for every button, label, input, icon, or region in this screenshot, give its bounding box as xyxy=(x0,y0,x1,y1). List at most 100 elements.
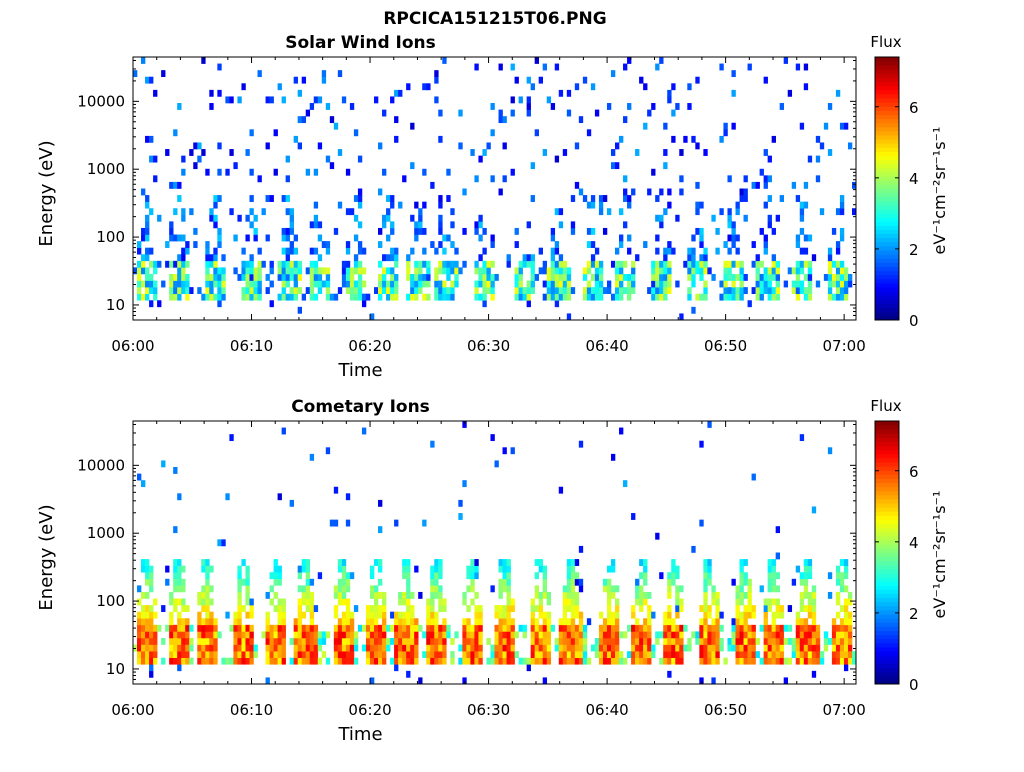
heatmap-cell xyxy=(341,96,347,104)
heatmap-cell xyxy=(277,611,282,619)
heatmap-cell xyxy=(305,591,311,599)
heatmap-cell xyxy=(169,273,174,281)
heatmap-cell xyxy=(843,644,849,652)
heatmap-cell xyxy=(699,293,704,301)
heatmap-cell xyxy=(161,637,166,645)
heatmap-cell xyxy=(775,552,780,560)
heatmap-cell xyxy=(241,273,246,281)
heatmap-cell xyxy=(197,287,202,295)
heatmap-cell xyxy=(386,293,391,301)
heatmap-cell xyxy=(703,267,708,275)
heatmap-cell xyxy=(703,618,708,626)
heatmap-cell xyxy=(530,254,535,262)
heatmap-cell xyxy=(137,260,142,268)
heatmap-cell xyxy=(414,287,419,295)
heatmap-cell xyxy=(574,631,580,639)
heatmap-cell xyxy=(442,598,447,606)
heatmap-cell xyxy=(799,578,805,586)
heatmap-cell xyxy=(530,598,535,606)
heatmap-cell xyxy=(145,624,150,632)
heatmap-cell xyxy=(181,273,186,281)
heatmap-cell xyxy=(843,598,849,606)
heatmap-cell xyxy=(719,208,724,216)
heatmap-cell xyxy=(325,631,331,639)
heatmap-cell xyxy=(590,227,596,235)
heatmap-cell xyxy=(317,234,323,242)
heatmap-cell xyxy=(743,559,748,566)
heatmap-cell xyxy=(273,565,278,573)
heatmap-cell xyxy=(394,637,399,645)
heatmap-cell xyxy=(209,293,214,301)
heatmap-cell xyxy=(165,149,170,156)
heatmap-cell xyxy=(699,644,704,652)
heatmap-cell xyxy=(273,605,278,612)
heatmap-cell xyxy=(566,644,572,652)
heatmap-cell xyxy=(558,221,564,229)
heatmap-cell xyxy=(615,618,620,626)
heatmap-cell xyxy=(273,168,278,176)
heatmap-cell xyxy=(265,195,270,202)
heatmap-cell xyxy=(289,221,294,229)
heatmap-cell xyxy=(823,122,829,130)
heatmap-cell xyxy=(245,598,250,606)
heatmap-cell xyxy=(751,287,756,295)
heatmap-cell xyxy=(378,280,383,288)
heatmap-cell xyxy=(767,214,772,222)
colorbar-title: Flux xyxy=(870,33,901,51)
heatmap-cell xyxy=(277,598,282,606)
heatmap-cell xyxy=(369,651,375,659)
heatmap-cell xyxy=(574,611,580,619)
heatmap-cell xyxy=(771,254,776,262)
heatmap-cell xyxy=(446,273,451,281)
heatmap-cell xyxy=(598,260,604,268)
heatmap-cell xyxy=(365,631,371,639)
plot-frame xyxy=(132,420,857,685)
heatmap-cell xyxy=(570,644,576,652)
heatmap-cell xyxy=(213,260,218,268)
colorbar-segment xyxy=(875,597,899,603)
heatmap-cell xyxy=(205,585,210,593)
heatmap-cell xyxy=(394,247,399,255)
heatmap-cell xyxy=(149,631,154,639)
heatmap-cell xyxy=(602,631,608,639)
heatmap-cell xyxy=(229,624,234,632)
heatmap-cell xyxy=(671,559,676,566)
heatmap-cell xyxy=(759,624,764,632)
heatmap-cell xyxy=(462,260,467,268)
heatmap-cell xyxy=(434,572,439,580)
heatmap-cell xyxy=(406,644,411,652)
colorbar-segment xyxy=(875,573,899,578)
heatmap-cell xyxy=(767,585,772,593)
heatmap-cell xyxy=(209,208,214,216)
heatmap-cell xyxy=(390,227,395,235)
heatmap-cell xyxy=(562,287,568,295)
heatmap-cell xyxy=(763,175,768,183)
heatmap-cell xyxy=(827,267,833,275)
heatmap-cell xyxy=(297,644,302,652)
heatmap-cell xyxy=(265,644,270,652)
heatmap-cell xyxy=(293,267,298,275)
heatmap-cell xyxy=(406,611,411,619)
heatmap-cell xyxy=(390,267,395,275)
heatmap-cell xyxy=(317,254,323,262)
heatmap-cell xyxy=(663,208,668,216)
heatmap-cell xyxy=(631,280,636,288)
heatmap-cell xyxy=(357,188,363,196)
heatmap-cell xyxy=(739,585,744,593)
heatmap-cell xyxy=(281,267,286,275)
colorbar-segment xyxy=(875,659,899,664)
heatmap-cell xyxy=(341,565,347,573)
heatmap-cell xyxy=(518,293,523,301)
heatmap-cell xyxy=(747,637,752,645)
heatmap-cell xyxy=(566,293,572,301)
heatmap-cell xyxy=(602,644,608,652)
heatmap-cell xyxy=(771,287,776,295)
heatmap-cell xyxy=(803,585,809,593)
heatmap-cell xyxy=(418,221,423,229)
heatmap-cell xyxy=(639,637,644,645)
heatmap-cell xyxy=(466,572,471,580)
heatmap-cell xyxy=(410,591,415,599)
heatmap-cell xyxy=(414,644,419,652)
heatmap-cell xyxy=(293,631,298,639)
